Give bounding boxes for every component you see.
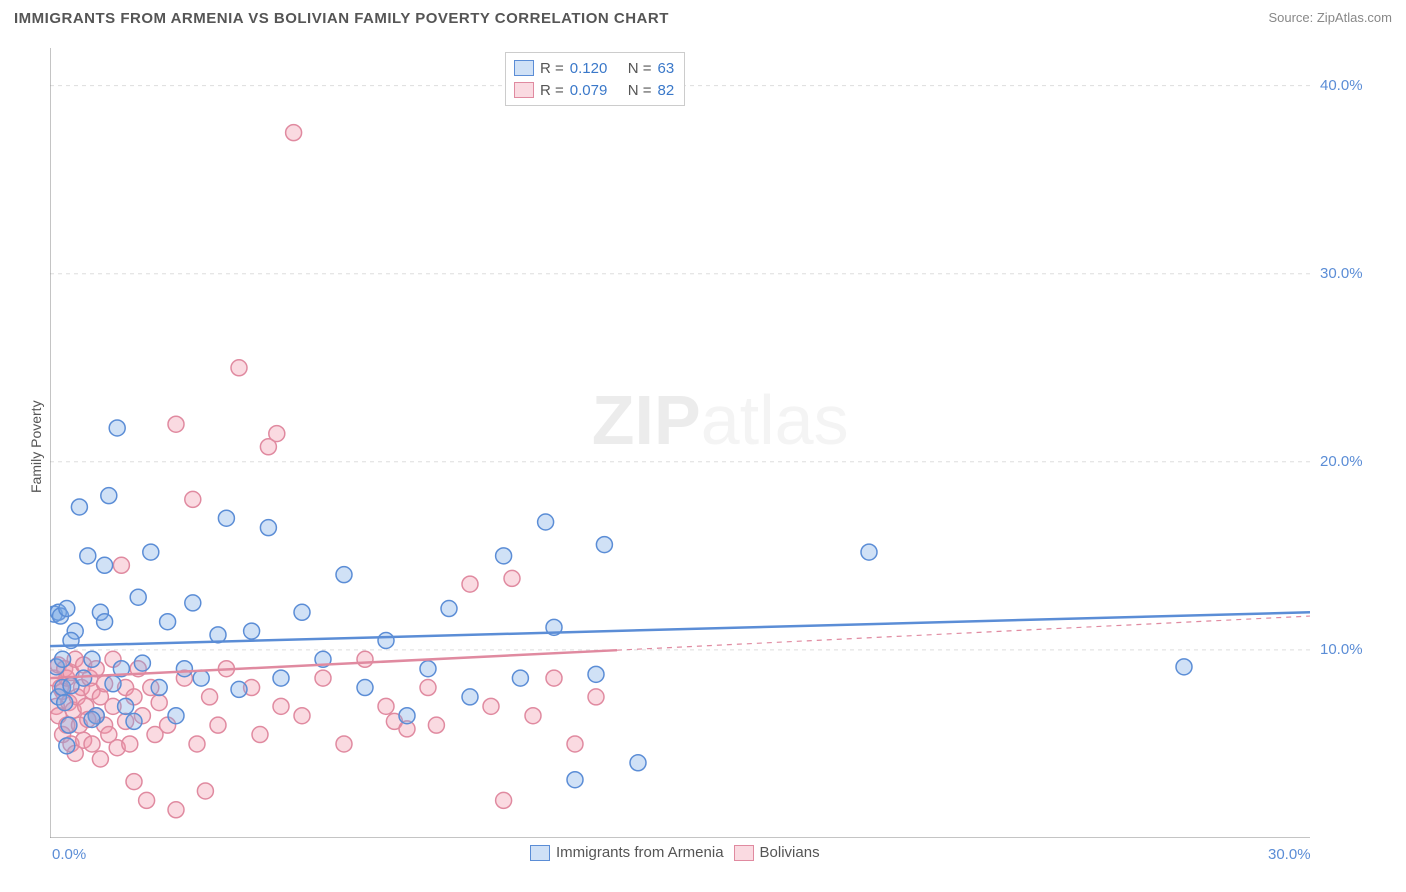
scatter-chart-svg [50, 48, 1310, 838]
n-value: 63 [658, 60, 675, 77]
r-label: R = [540, 60, 564, 77]
y-tick-label: 20.0% [1320, 453, 1363, 470]
r-label: R = [540, 82, 564, 99]
y-tick-label: 40.0% [1320, 77, 1363, 94]
source-name: ZipAtlas.com [1317, 10, 1392, 25]
x-tick-label: 30.0% [1268, 846, 1311, 863]
series-legend-label: Bolivians [760, 844, 820, 861]
series-legend-item: Bolivians [734, 844, 820, 861]
legend-swatch [514, 82, 534, 98]
series-legend: Immigrants from Armenia Bolivians [530, 844, 820, 861]
correlation-legend-row: R = 0.079 N = 82 [514, 79, 674, 101]
x-tick-label: 0.0% [52, 846, 86, 863]
chart-title: IMMIGRANTS FROM ARMENIA VS BOLIVIAN FAMI… [14, 10, 669, 27]
plot-area: ZIPatlas [50, 48, 1310, 838]
legend-swatch [530, 845, 550, 861]
y-tick-label: 10.0% [1320, 641, 1363, 658]
n-label: N = [628, 60, 652, 77]
legend-swatch [734, 845, 754, 861]
series-legend-item: Immigrants from Armenia [530, 844, 724, 861]
r-value: 0.120 [570, 60, 622, 77]
r-value: 0.079 [570, 82, 622, 99]
header-bar: IMMIGRANTS FROM ARMENIA VS BOLIVIAN FAMI… [0, 10, 1406, 40]
n-label: N = [628, 82, 652, 99]
correlation-legend: R = 0.120 N = 63 R = 0.079 N = 82 [505, 52, 685, 106]
chart-source: Source: ZipAtlas.com [1268, 10, 1392, 25]
source-prefix: Source: [1268, 10, 1316, 25]
legend-swatch [514, 60, 534, 76]
series-legend-label: Immigrants from Armenia [556, 844, 724, 861]
y-axis-title: Family Poverty [28, 400, 44, 493]
correlation-legend-row: R = 0.120 N = 63 [514, 57, 674, 79]
y-tick-label: 30.0% [1320, 265, 1363, 282]
n-value: 82 [658, 82, 675, 99]
